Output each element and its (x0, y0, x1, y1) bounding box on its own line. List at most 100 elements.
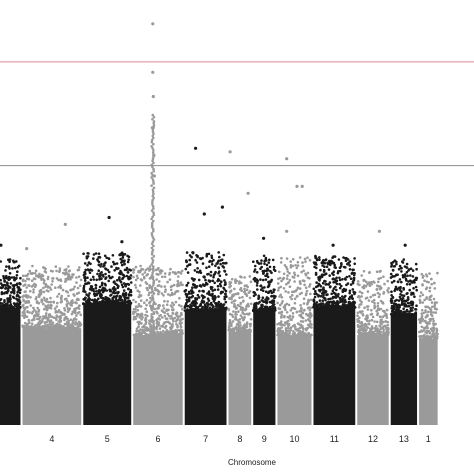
snp-point (238, 318, 242, 321)
snp-point (26, 310, 29, 314)
snp-point (145, 329, 149, 332)
snp-point (163, 272, 167, 275)
snp-point (132, 271, 135, 274)
snp-point (243, 323, 246, 326)
snp-point (243, 329, 246, 333)
snp-point (283, 315, 286, 319)
snp-point (152, 192, 155, 196)
snp-point (241, 306, 245, 310)
snp-point (141, 325, 144, 329)
snp-point (151, 275, 155, 279)
snp-point (151, 240, 155, 243)
snp-point (143, 277, 146, 280)
snp-point (9, 282, 13, 285)
snp-point (203, 276, 206, 279)
snp-point (299, 320, 303, 323)
snp-point (67, 294, 70, 298)
snp-point (398, 289, 402, 292)
snp-point (432, 297, 436, 301)
snp-point (180, 269, 184, 273)
snp-point (60, 298, 63, 302)
snp-point (290, 290, 294, 294)
snp-point (432, 311, 435, 314)
snp-point (123, 298, 127, 301)
snp-point (6, 301, 9, 304)
snp-point (151, 157, 155, 160)
snp-point (100, 293, 103, 297)
snp-point (152, 180, 155, 183)
snp-point (318, 299, 322, 302)
snp-point (123, 295, 126, 299)
snp-point (97, 263, 101, 267)
snp-point (314, 271, 318, 275)
snp-point (433, 287, 437, 290)
chromosome-5-points (82, 215, 133, 306)
snp-point (38, 275, 41, 279)
snp-point (410, 293, 413, 296)
snp-point (301, 316, 305, 320)
snp-point (135, 314, 139, 318)
snp-point (123, 275, 126, 278)
snp-point (270, 309, 273, 313)
snp-point (67, 270, 71, 273)
snp-point (319, 285, 323, 288)
snp-point (122, 289, 126, 292)
snp-point (377, 280, 380, 284)
snp-point (135, 327, 139, 331)
top-snp-point (403, 243, 407, 247)
snp-point (261, 278, 265, 282)
snp-point (252, 278, 256, 281)
snp-point (95, 290, 98, 293)
snp-point (269, 289, 273, 293)
snp-point (282, 272, 286, 276)
snp-point (91, 302, 95, 306)
snp-point (348, 268, 352, 271)
snp-point (180, 305, 183, 308)
snp-point (214, 301, 217, 305)
snp-point (278, 295, 281, 298)
snp-point (272, 265, 276, 269)
snp-point (333, 255, 337, 258)
snp-point (293, 333, 296, 337)
snp-point (44, 285, 47, 288)
snp-point (49, 300, 53, 304)
snp-point (228, 321, 232, 324)
snp-point (382, 328, 386, 332)
snp-point (5, 265, 8, 268)
snp-point (168, 322, 172, 325)
snp-point (163, 285, 167, 288)
snp-point (162, 294, 165, 297)
snp-point (197, 278, 201, 282)
snp-point (255, 281, 259, 285)
snp-point (34, 269, 38, 273)
snp-point (108, 289, 112, 293)
snp-point (334, 305, 338, 308)
snp-point (259, 284, 262, 288)
snp-point (193, 308, 196, 311)
snp-point (186, 281, 190, 285)
snp-point (152, 281, 155, 285)
snp-point (371, 300, 374, 303)
snp-point (144, 313, 147, 317)
snp-point (5, 290, 8, 294)
snp-point (409, 274, 412, 277)
snp-point (307, 298, 310, 302)
top-snp-point (151, 70, 155, 74)
snp-point (150, 288, 154, 291)
snp-point (353, 301, 357, 304)
snp-point (206, 297, 210, 301)
snp-point (348, 295, 352, 299)
snp-point (385, 308, 389, 312)
snp-point (30, 285, 34, 288)
snp-point (268, 309, 271, 312)
snp-point (304, 319, 308, 322)
snp-point (396, 273, 399, 277)
snp-point (16, 302, 19, 305)
snp-point (210, 256, 214, 260)
snp-point (142, 324, 146, 327)
snp-point (395, 308, 398, 312)
snp-point (176, 279, 180, 283)
snp-point (0, 302, 2, 305)
snp-point (22, 303, 25, 307)
snp-point (206, 292, 209, 295)
